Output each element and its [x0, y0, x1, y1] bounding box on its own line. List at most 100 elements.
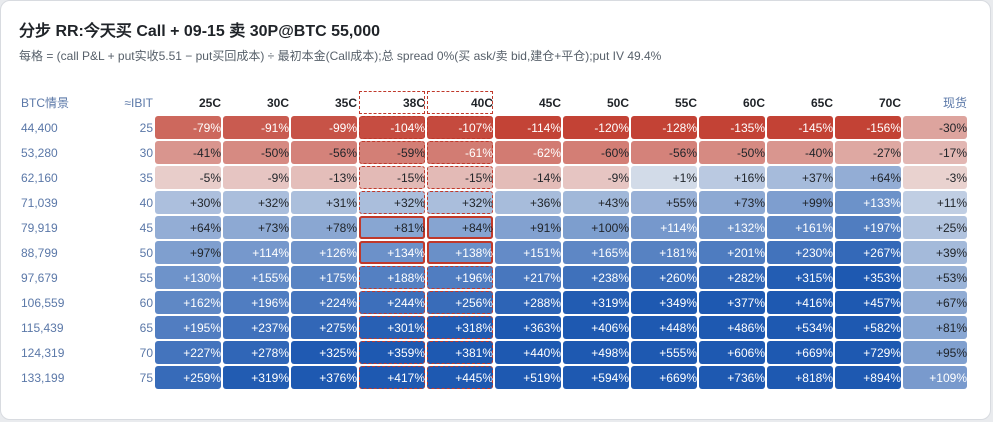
ibit-cell: 40 — [139, 195, 153, 210]
pnl-cell: +729% — [835, 341, 901, 364]
pnl-cell: +201% — [699, 241, 765, 264]
pnl-cell: +161% — [767, 216, 833, 239]
pnl-cell: -13% — [291, 166, 357, 189]
pnl-cell: +84% — [427, 216, 493, 239]
btc-scenario-cell: 79,919 — [21, 220, 58, 235]
pnl-cell: +64% — [835, 166, 901, 189]
col-header-strike: 35C — [334, 95, 357, 110]
col-header-strike: 38C — [359, 91, 425, 114]
pnl-cell: +417% — [359, 366, 425, 389]
col-header-strike: 40C — [427, 91, 493, 114]
pnl-cell: +555% — [631, 341, 697, 364]
pnl-cell: +318% — [427, 316, 493, 339]
pnl-cell: +151% — [495, 241, 561, 264]
pnl-cell: +259% — [155, 366, 221, 389]
card-title: 分步 RR:今天买 Call + 09-15 卖 30P@BTC 55,000 — [19, 23, 381, 40]
pnl-cell: +196% — [223, 291, 289, 314]
pnl-cell: +275% — [291, 316, 357, 339]
pnl-cell: +669% — [631, 366, 697, 389]
ibit-cell: 75 — [139, 370, 153, 385]
pnl-cell: +363% — [495, 316, 561, 339]
pnl-cell: +606% — [699, 341, 765, 364]
pnl-cell: +55% — [631, 191, 697, 214]
pnl-cell: +175% — [291, 266, 357, 289]
ibit-cell: 70 — [139, 345, 153, 360]
pnl-cell: +669% — [767, 341, 833, 364]
pnl-cell: +73% — [699, 191, 765, 214]
btc-scenario-cell: 62,160 — [21, 170, 58, 185]
pnl-cell: +260% — [631, 266, 697, 289]
pnl-cell: -15% — [427, 166, 493, 189]
pnl-cell: +818% — [767, 366, 833, 389]
pnl-cell: -41% — [155, 141, 221, 164]
pnl-cell: -14% — [495, 166, 561, 189]
pnl-cell: +319% — [223, 366, 289, 389]
pnl-cell: +301% — [359, 316, 425, 339]
pnl-cell: +1% — [631, 166, 697, 189]
pnl-cell: +325% — [291, 341, 357, 364]
ibit-cell: 60 — [139, 295, 153, 310]
pnl-cell: +282% — [699, 266, 765, 289]
table-row: 133,199 75 +259% +319% +376% +417% +445% +519% +… — [21, 366, 967, 389]
pnl-cell: +134% — [359, 241, 425, 264]
pnl-cell: +349% — [631, 291, 697, 314]
col-header-strike: 60C — [742, 95, 765, 110]
pnl-cell: -120% — [563, 116, 629, 139]
table-row: 97,679 55 +130% +155% +175% +188% +196% +217% +2… — [21, 266, 967, 289]
pnl-cell: +353% — [835, 266, 901, 289]
pnl-cell: +165% — [563, 241, 629, 264]
pnl-cell: -145% — [767, 116, 833, 139]
pnl-heatmap-table: BTC情景 ≈IBIT 25C 30C 35C 38C 40C 45C 50C 55C 60C 65C… — [19, 89, 969, 391]
spot-cell: -3% — [903, 166, 967, 189]
spot-cell: +25% — [903, 216, 967, 239]
table-row: 71,039 40 +30% +32% +31% +32% +32% +36% +43% +55%… — [21, 191, 967, 214]
pnl-cell: -104% — [359, 116, 425, 139]
pnl-cell: +448% — [631, 316, 697, 339]
pnl-cell: +43% — [563, 191, 629, 214]
pnl-cell: +445% — [427, 366, 493, 389]
spot-cell: +53% — [903, 266, 967, 289]
pnl-cell: +188% — [359, 266, 425, 289]
pnl-cell: +359% — [359, 341, 425, 364]
table-row: 79,919 45 +64% +73% +78% +81% +84% +91% +100% +11… — [21, 216, 967, 239]
pnl-cell: +181% — [631, 241, 697, 264]
pnl-cell: +133% — [835, 191, 901, 214]
btc-scenario-cell: 133,199 — [21, 370, 65, 385]
pnl-cell: +126% — [291, 241, 357, 264]
ibit-cell: 35 — [139, 170, 153, 185]
btc-scenario-cell: 88,799 — [21, 245, 58, 260]
pnl-cell: +381% — [427, 341, 493, 364]
pnl-cell: +237% — [223, 316, 289, 339]
pnl-cell: -56% — [291, 141, 357, 164]
pnl-cell: -27% — [835, 141, 901, 164]
table-row: 115,439 65 +195% +237% +275% +301% +318% +363% +… — [21, 316, 967, 339]
pnl-cell: +440% — [495, 341, 561, 364]
pnl-cell: +244% — [359, 291, 425, 314]
spot-cell: +39% — [903, 241, 967, 264]
pnl-cell: -40% — [767, 141, 833, 164]
pnl-cell: +406% — [563, 316, 629, 339]
pnl-cell: +267% — [835, 241, 901, 264]
pnl-cell: +238% — [563, 266, 629, 289]
pnl-cell: -59% — [359, 141, 425, 164]
pnl-cell: +288% — [495, 291, 561, 314]
spot-cell: -30% — [903, 116, 967, 139]
pnl-cell: +486% — [699, 316, 765, 339]
spot-cell: -17% — [903, 141, 967, 164]
pnl-cell: +100% — [563, 216, 629, 239]
btc-scenario-cell: 44,400 — [21, 120, 58, 135]
spot-cell: +67% — [903, 291, 967, 314]
pnl-cell: -156% — [835, 116, 901, 139]
table-row: 106,559 60 +162% +196% +224% +244% +256% +288% +… — [21, 291, 967, 314]
pnl-cell: +594% — [563, 366, 629, 389]
ibit-cell: 25 — [139, 120, 153, 135]
col-header-strike: 50C — [606, 95, 629, 110]
table-row: 88,799 50 +97% +114% +126% +134% +138% +151% +16… — [21, 241, 967, 264]
pnl-cell: +197% — [835, 216, 901, 239]
pnl-cell: +130% — [155, 266, 221, 289]
col-header-spot: 现货 — [942, 96, 967, 110]
pnl-cell: -50% — [699, 141, 765, 164]
pnl-cell: -56% — [631, 141, 697, 164]
pnl-cell: -50% — [223, 141, 289, 164]
pnl-cell: +319% — [563, 291, 629, 314]
